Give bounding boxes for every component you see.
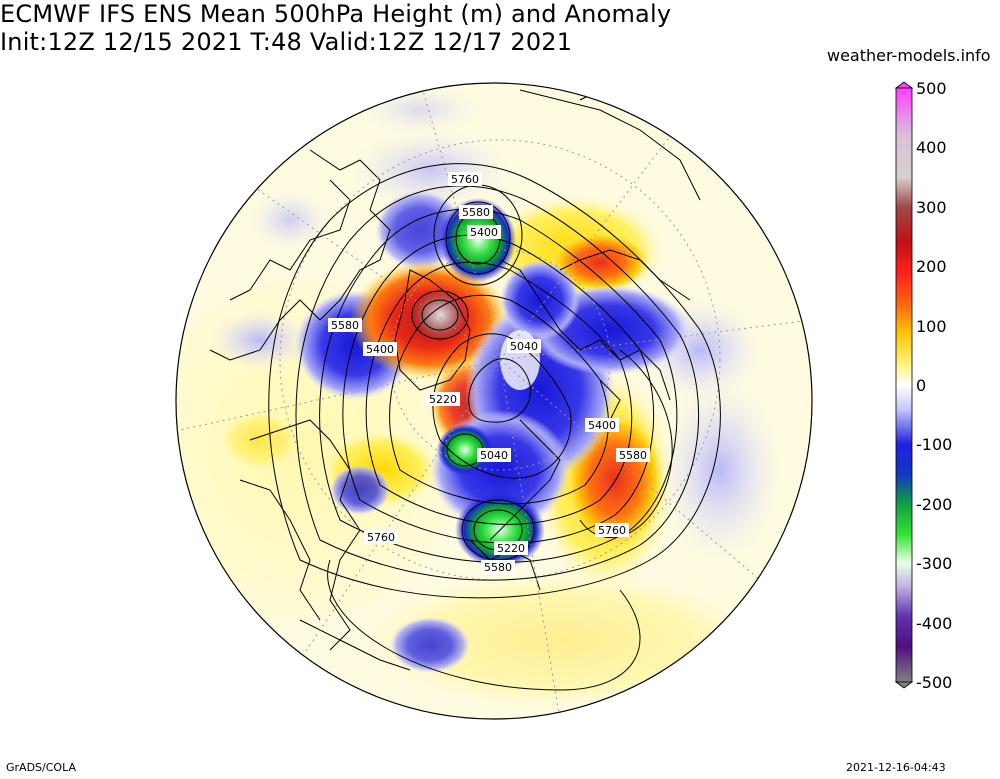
contour-label: 5760 [364,530,398,544]
svg-text:5580: 5580 [331,319,359,332]
chart-title-line1: ECMWF IFS ENS Mean 500hPa Height (m) and… [0,0,672,28]
contour-label: 5580 [328,318,362,332]
contour-label-layer: 5760 5580 5400 5580 5400 5040 5220 5040 … [328,172,650,574]
contour-label: 5400 [585,418,619,432]
svg-text:5400: 5400 [588,419,616,432]
contour-label: 5760 [448,172,482,186]
colorbar-tick: 0 [916,376,926,395]
contour-label: 5400 [467,225,501,239]
footer-timestamp: 2021-12-16-04:43 [846,761,946,774]
contour-label: 5400 [363,342,397,356]
chart-title-line2: Init:12Z 12/15 2021 T:48 Valid:12Z 12/17… [0,28,573,56]
colorbar-tick: -200 [916,495,952,514]
svg-text:5580: 5580 [462,206,490,219]
contour-label: 5040 [477,448,511,462]
svg-text:5580: 5580 [619,449,647,462]
map-border [175,82,813,720]
svg-text:5760: 5760 [598,524,626,537]
svg-text:5760: 5760 [451,173,479,186]
svg-text:5400: 5400 [470,226,498,239]
colorbar-tick: -500 [916,673,952,692]
colorbar-tick: -400 [916,614,952,633]
footer-software-label: GrADS/COLA [6,761,76,774]
svg-text:5040: 5040 [480,449,508,462]
svg-text:5040: 5040 [510,340,538,353]
contour-label: 5220 [494,541,528,555]
contour-label: 5580 [481,560,515,574]
colorbar-tick: 500 [916,79,947,98]
contour-label: 5220 [426,392,460,406]
colorbar-tick: 300 [916,198,947,217]
colorbar-tick: -100 [916,435,952,454]
contour-label: 5580 [459,205,493,219]
svg-text:5760: 5760 [367,531,395,544]
colorbar-tick: 400 [916,138,947,157]
source-site-label: weather-models.info [827,46,991,65]
svg-text:5400: 5400 [366,343,394,356]
svg-text:5220: 5220 [497,542,525,555]
svg-text:5220: 5220 [429,393,457,406]
contour-label: 5580 [616,448,650,462]
contour-label: 5040 [507,339,541,353]
colorbar-tick: 100 [916,317,947,336]
colorbar-tick: 200 [916,257,947,276]
colorbar: 500 400 300 200 100 0 -100 -200 -300 -40… [894,79,952,692]
svg-text:5580: 5580 [484,561,512,574]
contour-label: 5760 [595,523,629,537]
colorbar-tick: -300 [916,554,952,573]
